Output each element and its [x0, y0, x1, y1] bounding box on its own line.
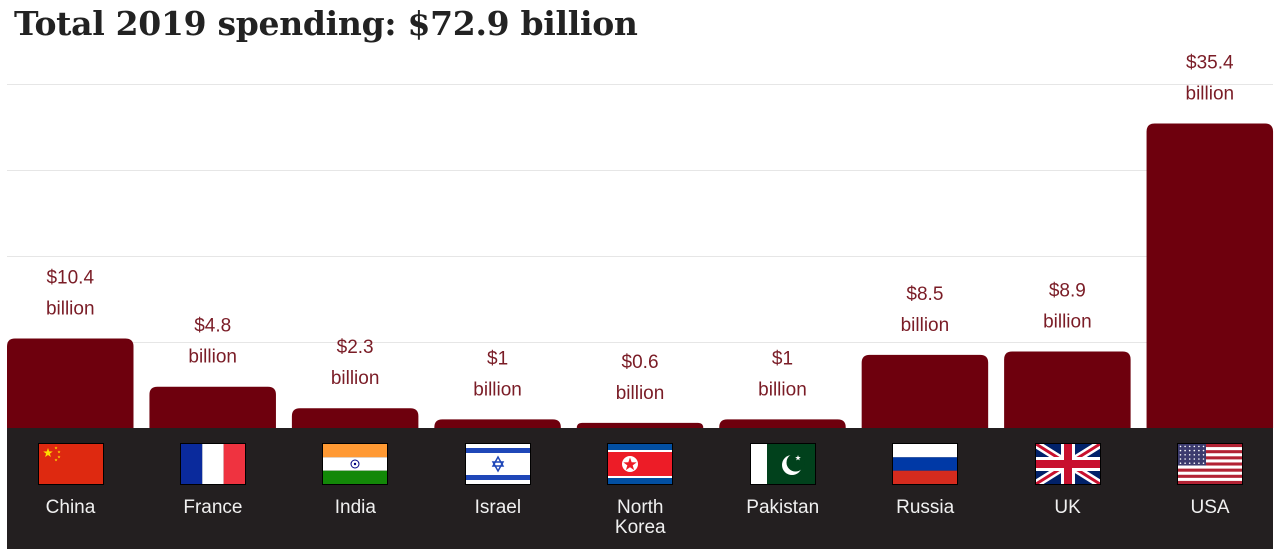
country-label: North Korea: [577, 498, 704, 538]
country-label: China: [7, 498, 134, 518]
country-label: Pakistan: [719, 498, 846, 518]
russia-flag-icon: [892, 443, 959, 485]
pakistan-flag-icon: [749, 443, 816, 485]
value-label-amount: $4.8: [194, 316, 231, 337]
value-label-amount: $8.5: [906, 284, 943, 305]
value-labels: $10.4 billion $4.8 billion $2.3 billion $1 bill…: [46, 53, 1234, 404]
value-label-unit: billion: [616, 383, 665, 404]
chart-title: Total 2019 spending: $72.9 billion: [14, 4, 638, 43]
country-label-line: USA: [1190, 497, 1230, 518]
value-label-unit: billion: [473, 379, 522, 400]
country-china: China: [7, 428, 134, 549]
value-label-amount: $35.4: [1186, 53, 1234, 74]
bar-israel: [434, 419, 561, 428]
country-label-line: Israel: [474, 497, 522, 518]
value-label-unit: billion: [1186, 84, 1235, 105]
bar-pakistan: [719, 419, 846, 428]
north-korea-flag-icon: [607, 443, 674, 485]
country-israel: Israel: [434, 428, 561, 549]
bar-north-korea: [576, 422, 704, 428]
country-label-line: Russia: [896, 497, 955, 518]
bar-india: [291, 408, 419, 428]
country-label: India: [292, 498, 419, 518]
bar-russia: [861, 354, 989, 428]
india-flag-icon: [322, 443, 389, 485]
country-label: Israel: [434, 498, 561, 518]
country-uk: UK: [1004, 428, 1131, 549]
country-label-line: China: [45, 497, 96, 518]
country-label: UK: [1004, 498, 1131, 518]
country-axis-band: China France India Israel North Korea Pakistan…: [7, 428, 1273, 549]
bar-france: [149, 386, 276, 428]
france-flag-icon: [179, 443, 246, 485]
value-label-unit: billion: [331, 368, 380, 389]
value-label-amount: $1: [772, 348, 793, 369]
country-pakistan: Pakistan: [719, 428, 846, 549]
value-label-amount: $8.9: [1049, 280, 1086, 301]
country-label-line: Korea: [614, 517, 666, 538]
country-label-line: North: [617, 497, 664, 518]
country-label: USA: [1147, 498, 1274, 518]
bar-uk: [1004, 351, 1131, 428]
country-label: Russia: [862, 498, 989, 518]
bar-usa: [1146, 123, 1274, 428]
uk-flag-icon: [1034, 443, 1101, 485]
usa-flag-icon: [1177, 443, 1244, 485]
value-label-amount: $0.6: [622, 352, 659, 373]
gridlines: [7, 84, 1273, 343]
value-label-amount: $1: [487, 348, 508, 369]
country-label-line: France: [183, 497, 243, 518]
country-label-line: UK: [1054, 497, 1081, 518]
china-flag-icon: [37, 443, 104, 485]
country-north-korea: North Korea: [577, 428, 704, 549]
israel-flag-icon: [464, 443, 531, 485]
value-label-unit: billion: [188, 347, 237, 368]
value-label-unit: billion: [758, 379, 807, 400]
value-label-unit: billion: [46, 299, 95, 320]
country-france: France: [149, 428, 276, 549]
value-label-amount: $2.3: [337, 337, 374, 358]
value-label-unit: billion: [1043, 311, 1092, 332]
country-label-line: India: [334, 497, 376, 518]
country-india: India: [292, 428, 419, 549]
value-label-unit: billion: [901, 315, 950, 336]
bars: [7, 123, 1274, 428]
country-usa: USA: [1147, 428, 1274, 549]
country-label: France: [149, 498, 276, 518]
bar-china: [7, 338, 134, 428]
country-label-line: Pakistan: [746, 497, 820, 518]
country-russia: Russia: [862, 428, 989, 549]
value-label-amount: $10.4: [46, 268, 94, 289]
